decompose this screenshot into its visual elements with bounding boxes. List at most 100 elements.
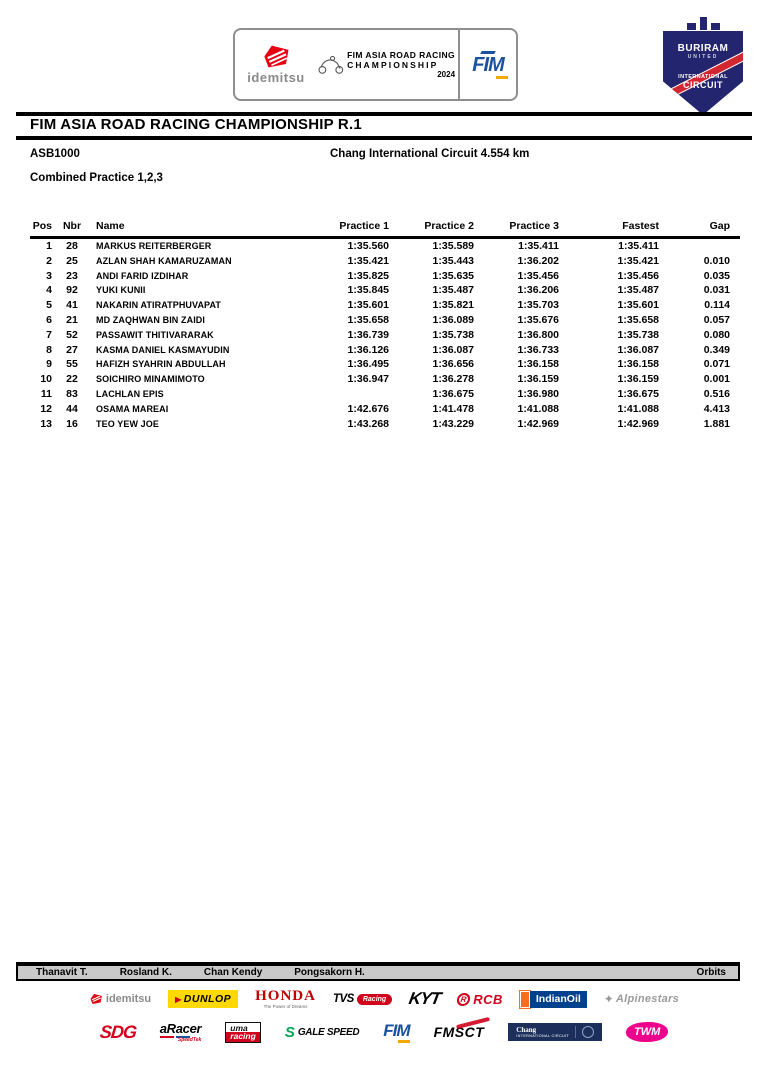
- cell-p3: 1:36.206: [517, 284, 559, 297]
- cell-gap: 0.114: [704, 299, 730, 312]
- honda-logo: HONDA The Power of Dreams: [255, 987, 316, 1009]
- cell-fastest: 1:36.087: [617, 343, 659, 356]
- cell-name: TEO YEW JOE: [96, 418, 159, 429]
- motorcycle-rider-icon: [318, 55, 344, 74]
- cell-nbr: 27: [66, 343, 78, 356]
- cell-pos: 5: [46, 299, 52, 312]
- buriram-circuit-badge: BURIRAM UNITED INTERNATIONAL CIRCUIT: [660, 16, 746, 118]
- cell-pos: 4: [46, 284, 52, 297]
- timing-provider-label: Orbits: [696, 967, 726, 978]
- dunlop-logo: ▶ DUNLOP: [168, 990, 239, 1008]
- official-name: Rosland K.: [119, 967, 172, 978]
- fim-logo-small: FIM: [383, 1022, 411, 1043]
- cell-name: NAKARIN ATIRATPHUVAPAT: [96, 300, 222, 311]
- cell-name: HAFIZH SYAHRIN ABDULLAH: [96, 359, 226, 370]
- kyt-logo: KYT: [407, 989, 442, 1008]
- title-rule-bottom: [16, 136, 752, 140]
- fim-asia-bar: [397, 1039, 410, 1043]
- badge-text-buriram: BURIRAM: [677, 43, 729, 54]
- galespeed-logo: S GALE SPEED: [284, 1023, 360, 1041]
- cell-p2: 1:35.589: [432, 240, 474, 252]
- chang-seal-icon: [582, 1026, 595, 1038]
- cell-name: MD ZAQHWAN BIN ZAIDI: [96, 314, 205, 325]
- cell-p3: 1:42.969: [517, 417, 559, 430]
- cell-p1: 1:35.421: [347, 254, 389, 267]
- aracer-logo: aRacer SpeedTek: [159, 1020, 202, 1043]
- dunlop-arrow-icon: ▶: [175, 994, 182, 1004]
- cell-p3: 1:36.158: [517, 358, 559, 371]
- cell-name: OSAMA MAREAI: [96, 403, 169, 414]
- table-row: 3 23 ANDI FARID IZDIHAR 1:35.825 1:35.635 1:3…: [30, 269, 740, 284]
- table-row: 1 28 MARKUS REITERBERGER 1:35.560 1:35.589 1:…: [30, 238, 740, 254]
- cell-p2: 1:36.656: [432, 358, 474, 371]
- column-header-p1: Practice 1: [310, 218, 395, 239]
- badge-text-united: UNITED: [687, 54, 719, 60]
- results-table-body: 1 28 MARKUS REITERBERGER 1:35.560 1:35.589 1:…: [30, 238, 740, 432]
- cell-p1: 1:35.845: [347, 284, 389, 297]
- idemitsu-wordmark: idemitsu: [105, 993, 152, 1005]
- badge-shield: BURIRAM UNITED INTERNATIONAL CIRCUIT: [663, 31, 743, 115]
- cell-gap: 0.001: [703, 373, 730, 386]
- indianoil-logo: IndianOil: [518, 989, 587, 1009]
- chang-circuit-logo: Chang INTERNATIONAL CIRCUIT: [508, 1022, 603, 1042]
- cell-p3: 1:36.159: [517, 373, 559, 386]
- official-name: Chan Kendy: [203, 967, 263, 978]
- badge-text-circuit: CIRCUIT: [683, 80, 723, 90]
- title-rule-top: [16, 112, 752, 116]
- results-table-header-row: Pos Nbr Name Practice 1 Practice 2 Practice 3…: [30, 218, 740, 239]
- cell-nbr: 25: [66, 254, 78, 267]
- cell-p2: 1:35.487: [432, 284, 474, 297]
- results-table: Pos Nbr Name Practice 1 Practice 2 Practice 3…: [30, 218, 740, 431]
- cell-pos: 1: [46, 240, 52, 252]
- cell-p3: 1:35.411: [518, 240, 559, 252]
- table-row: 5 41 NAKARIN ATIRATPHUVAPAT 1:35.601 1:35.82…: [30, 298, 740, 313]
- cell-p1: 1:35.825: [347, 269, 389, 282]
- sponsor-strip-row1: idemitsu ▶ DUNLOP HONDA The Power of Drea…: [0, 985, 768, 1013]
- sponsor-strip-row2: SDG aRacer SpeedTek uma racing S GALE SP…: [0, 1016, 768, 1048]
- cell-nbr: 55: [66, 358, 78, 371]
- cell-fastest: 1:35.456: [617, 269, 659, 282]
- cell-fastest: 1:36.158: [617, 358, 659, 371]
- table-row: 10 22 SOICHIRO MINAMIMOTO 1:36.947 1:36.278 1…: [30, 372, 740, 387]
- table-row: 6 21 MD ZAQHWAN BIN ZAIDI 1:35.658 1:36.089 1…: [30, 313, 740, 328]
- rcb-r-icon: R: [456, 992, 472, 1006]
- badge-castle-decoration: [660, 16, 746, 30]
- idemitsu-flame-icon: [90, 993, 102, 1005]
- column-header-pos: Pos: [30, 218, 58, 239]
- cell-fastest: 1:42.969: [617, 417, 659, 430]
- cell-pos: 13: [40, 417, 52, 430]
- event-session: Combined Practice 1,2,3: [30, 172, 163, 184]
- cell-p2: 1:36.089: [432, 313, 474, 326]
- sdg-logo: SDG: [98, 1021, 137, 1042]
- galespeed-s-icon: S: [284, 1023, 295, 1041]
- cell-fastest: 1:41.088: [617, 402, 659, 415]
- cell-p1: [310, 387, 395, 402]
- cell-name: LACHLAN EPIS: [96, 388, 164, 399]
- cell-p1: 1:36.495: [347, 358, 389, 371]
- cell-p2: 1:41.478: [432, 402, 474, 415]
- cell-p3: 1:36.733: [517, 343, 559, 356]
- series-logo-block: FIM ASIA ROAD RACING CHAMPIONSHIP 2024: [317, 30, 461, 99]
- table-row: 13 16 TEO YEW JOE 1:43.268 1:43.229 1:42.969 1…: [30, 417, 740, 432]
- cell-fastest: 1:35.487: [617, 284, 659, 297]
- table-row: 2 25 AZLAN SHAH KAMARUZAMAN 1:35.421 1:35.44…: [30, 254, 740, 269]
- cell-fastest: 1:36.159: [617, 373, 659, 386]
- cell-fastest: 1:35.658: [617, 313, 659, 326]
- cell-p1: 1:42.676: [347, 402, 389, 415]
- column-header-fastest: Fastest: [565, 218, 665, 239]
- cell-p1: 1:36.126: [347, 343, 389, 356]
- cell-p2: 1:36.675: [432, 387, 474, 400]
- cell-nbr: 21: [66, 313, 78, 326]
- cell-p1: 1:36.739: [347, 328, 389, 341]
- cell-fastest: 1:36.675: [617, 387, 659, 400]
- column-header-p2: Practice 2: [395, 218, 480, 239]
- column-header-p3: Practice 3: [480, 218, 565, 239]
- fim-asia-bar: [496, 75, 508, 79]
- fim-stripe-decoration: [480, 50, 496, 54]
- cell-p1: 1:35.560: [347, 240, 389, 252]
- alpinestars-star-icon: ✦: [603, 992, 614, 1006]
- twm-logo: TWM: [626, 1022, 669, 1042]
- cell-gap: 0.516: [703, 387, 730, 400]
- cell-p2: 1:36.087: [432, 343, 474, 356]
